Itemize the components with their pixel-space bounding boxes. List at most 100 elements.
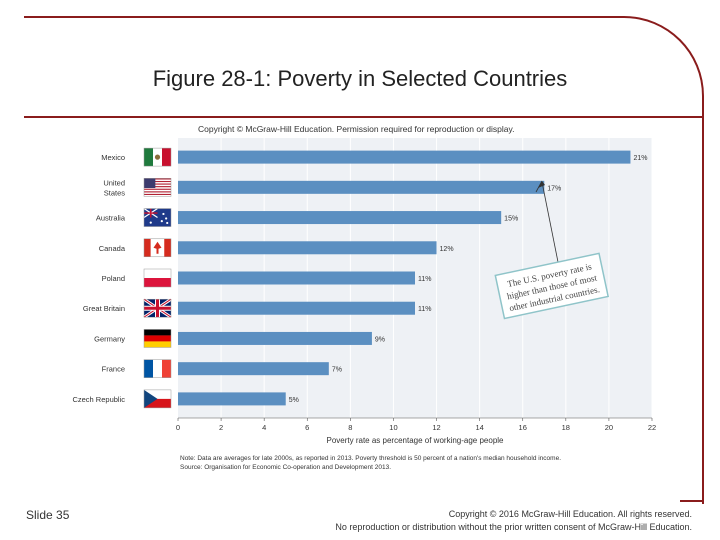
frame-top-line — [24, 16, 624, 18]
x-tick-label: 22 — [648, 423, 656, 432]
bar — [178, 331, 372, 345]
flag-triangle — [144, 389, 158, 408]
flag-part — [164, 238, 171, 257]
flag-part — [153, 359, 162, 378]
x-tick-label: 8 — [348, 423, 352, 432]
flag-part — [144, 148, 153, 167]
slide-number: Slide 35 — [26, 508, 70, 522]
flag-border — [143, 208, 172, 227]
poverty-chart: Copyright © McGraw-Hill Education. Permi… — [72, 122, 660, 478]
flag-czech-republic-icon — [143, 389, 172, 409]
flag-part — [144, 191, 171, 193]
flag-part — [144, 389, 171, 399]
flag-part — [144, 278, 171, 287]
x-tick-label: 20 — [605, 423, 613, 432]
chart-source: Source: Organisation for Economic Co-ope… — [180, 464, 391, 471]
flag-border — [143, 147, 172, 167]
flag-part — [144, 184, 171, 187]
bar-value-label: 7% — [332, 367, 342, 374]
flag-cross — [144, 208, 158, 218]
chart-note: Note: Data are averages for late 2000s, … — [180, 455, 561, 462]
flag-part — [162, 148, 171, 167]
bar — [178, 241, 437, 255]
flag-border — [143, 389, 172, 409]
flag-cross-red — [144, 299, 171, 318]
flag-part — [162, 359, 171, 378]
category-label: France — [102, 365, 125, 374]
flag-star — [166, 221, 169, 225]
x-tick-label: 0 — [176, 423, 180, 432]
bar — [178, 211, 502, 225]
flag-part — [144, 192, 171, 194]
flag-emblem — [154, 154, 161, 160]
frame-bottom-line — [680, 500, 704, 502]
category-label: Germany — [94, 334, 125, 343]
bar — [178, 150, 631, 164]
flag-france-icon — [143, 359, 172, 378]
bar — [178, 362, 329, 376]
flag-part — [144, 183, 171, 185]
flag-part — [144, 329, 171, 336]
flag-part — [144, 182, 171, 184]
flag-star — [165, 217, 168, 220]
category-label: Great Britain — [83, 304, 125, 313]
flag-part — [144, 179, 171, 181]
bar — [178, 301, 415, 315]
bar — [178, 271, 415, 285]
flag-part — [144, 335, 171, 342]
x-tick-label: 4 — [262, 423, 266, 432]
flag-star — [162, 212, 165, 216]
flag-part — [144, 187, 171, 189]
bar-value-label: 11% — [418, 306, 432, 313]
flag-poland-icon — [143, 268, 172, 288]
flag-part — [144, 238, 151, 257]
flag-part — [144, 269, 171, 278]
category-label: Poland — [102, 274, 125, 283]
flag-border — [143, 329, 172, 348]
category-label: United — [103, 178, 125, 187]
bar-value-label: 12% — [440, 246, 454, 253]
bar-value-label: 17% — [547, 185, 561, 192]
category-label: Czech Republic — [72, 395, 125, 404]
permission-text: Copyright © McGraw-Hill Education. Permi… — [198, 124, 514, 134]
flag-border — [143, 359, 172, 378]
x-axis-ticks: 0 2 4 6 8 10 12 14 16 18 20 22 — [176, 417, 656, 432]
bar-value-label: 9% — [375, 336, 385, 343]
x-tick-label: 16 — [519, 423, 527, 432]
x-tick-label: 14 — [475, 423, 483, 432]
flag-part — [144, 178, 156, 189]
flag-star — [149, 221, 152, 224]
flag-maple-leaf — [153, 241, 162, 254]
callout-pointer — [541, 181, 559, 263]
category-label: States — [104, 188, 126, 197]
flag-part — [144, 189, 171, 192]
flag-mexico-icon — [143, 147, 172, 167]
bar-value-label: 11% — [418, 276, 432, 283]
x-tick-label: 6 — [305, 423, 309, 432]
chart-svg: Copyright © McGraw-Hill Education. Permi… — [72, 124, 656, 471]
bar — [178, 180, 545, 194]
flag-germany-icon — [143, 329, 172, 348]
bars-group: 21% 17% 15% 12% 11% 11% 9% 7% 5% — [178, 150, 647, 406]
flag-part — [144, 188, 171, 190]
flag-great-britain-icon — [143, 297, 172, 319]
flag-part — [144, 193, 171, 196]
flag-border — [143, 238, 172, 258]
title-divider — [24, 116, 704, 118]
x-tick-label: 2 — [219, 423, 223, 432]
flag-united-states-icon — [143, 178, 172, 197]
flag-border — [143, 178, 172, 197]
category-label: Canada — [99, 244, 126, 253]
copyright-line-1: Copyright © 2016 McGraw-Hill Education. … — [448, 509, 692, 519]
flags-group — [143, 147, 172, 409]
flag-australia-icon — [143, 208, 172, 227]
flag-part — [144, 186, 171, 188]
bar-value-label: 5% — [289, 397, 299, 404]
flag-part — [144, 178, 171, 180]
x-axis-title: Poverty rate as percentage of working-ag… — [327, 436, 505, 445]
copyright-line-2: No reproduction or distribution without … — [335, 522, 692, 532]
flag-part — [144, 341, 171, 348]
flag-part — [144, 195, 171, 197]
flag-part — [144, 359, 153, 378]
